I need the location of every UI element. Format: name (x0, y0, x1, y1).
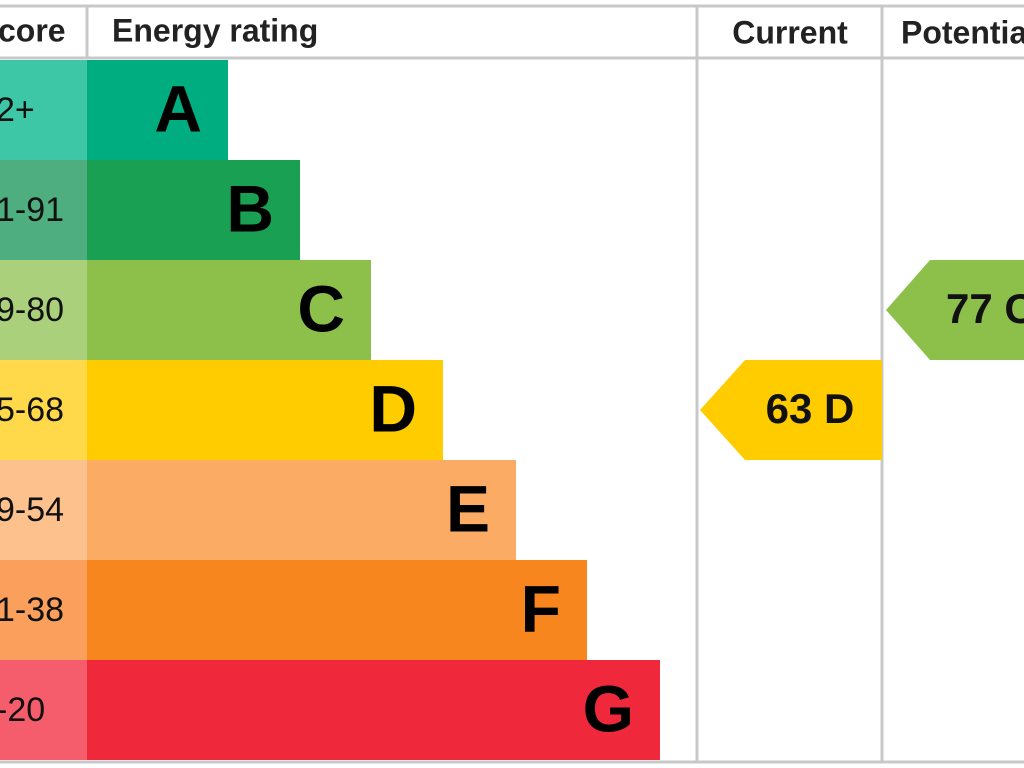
rating-letter: G (583, 671, 634, 745)
score-range: -20 (0, 691, 45, 729)
rating-bar (87, 460, 516, 560)
score-cell (0, 160, 87, 260)
score-cell (0, 460, 87, 560)
potential-rating: 77 C (946, 285, 1024, 332)
score-range: 9-54 (0, 491, 64, 529)
score-cell (0, 260, 87, 360)
rating-bar (87, 360, 443, 460)
bands: 2+ A 1-91 B 9-80 C 5-68 D 9-54 E 1-38 F -20 G (0, 60, 660, 760)
rating-letter: F (521, 571, 561, 645)
score-cell (0, 660, 87, 760)
potential-header: Potentia (901, 14, 1024, 50)
rating-bar (87, 60, 228, 160)
rating-letter: B (226, 171, 274, 245)
score-cell (0, 60, 87, 160)
rating-bar (87, 260, 371, 360)
score-range: 1-38 (0, 591, 64, 629)
rating-bar (87, 660, 660, 760)
rating-bar (87, 560, 587, 660)
score-range: 5-68 (0, 391, 64, 429)
rating-header: Energy rating (112, 12, 318, 48)
current-rating: 63 D (766, 385, 855, 432)
rating-letter: D (369, 371, 417, 445)
current-header: Current (732, 14, 848, 50)
current-arrow (700, 360, 882, 460)
score-range: 9-80 (0, 291, 64, 329)
rating-bar (87, 160, 300, 260)
rating-letter: A (154, 71, 202, 145)
score-range: 1-91 (0, 191, 64, 229)
score-cell (0, 560, 87, 660)
score-header: core (0, 12, 66, 48)
score-cell (0, 360, 87, 460)
potential-arrow (886, 260, 1024, 360)
score-range: 2+ (0, 91, 35, 129)
rating-letter: E (446, 471, 490, 545)
rating-letter: C (297, 271, 345, 345)
